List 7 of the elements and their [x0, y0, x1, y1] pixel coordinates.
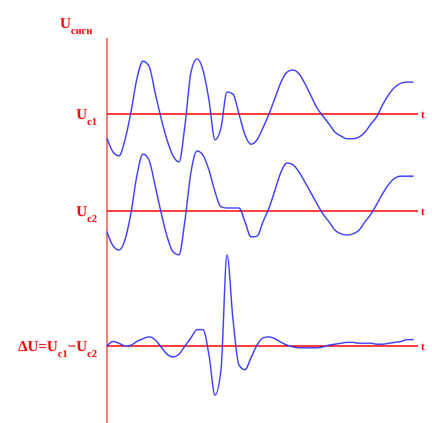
series-label: U$_{c2}$ — [76, 204, 97, 224]
x-axis-title: t — [421, 206, 425, 218]
series-label: U$_{c1}$ — [76, 107, 97, 128]
y-axis-title: U$_{сигн}$ — [60, 16, 92, 36]
x-axis-title: t — [421, 341, 425, 353]
series-label: ΔU=U$_{c1}$−U$_{c2}$ — [18, 339, 97, 360]
x-axis-title: t — [421, 109, 425, 121]
